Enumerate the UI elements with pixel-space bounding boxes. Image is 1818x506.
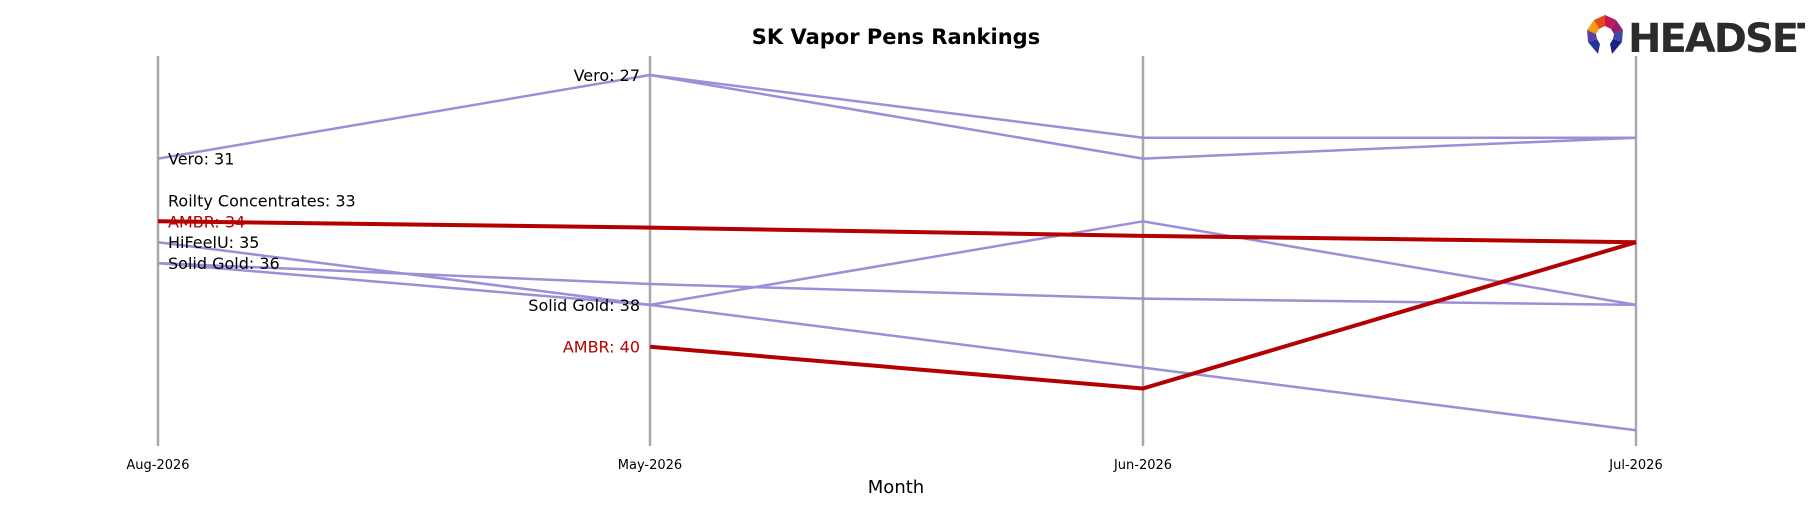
- headset-logo-icon: [1587, 15, 1623, 54]
- series-line-6: [157, 219, 1637, 245]
- data-label-2: AMBR: 34: [168, 212, 245, 231]
- x-tick-may-2026: May-2026: [618, 458, 682, 473]
- x-axis-label: Month: [868, 477, 924, 498]
- chart-title: SK Vapor Pens Rankings: [752, 25, 1040, 49]
- x-tick-aug-2026: Aug-2026: [126, 458, 189, 473]
- data-label-7: AMBR: 40: [563, 338, 640, 357]
- series-line-8: [157, 261, 1637, 307]
- series-line-5: [649, 73, 1636, 139]
- headset-logo-text: HEADSET: [1628, 16, 1805, 62]
- x-tick-jul-2026: Jul-2026: [1608, 458, 1662, 473]
- headset-logo: HEADSET: [1587, 15, 1805, 62]
- x-tick-labels: Aug-2026 May-2026 Jun-2026 Jul-2026: [126, 458, 1662, 473]
- data-label-6: Solid Gold: 38: [528, 296, 640, 315]
- data-label-3: HiFeelU: 35: [168, 233, 259, 252]
- series-line-vero: [157, 73, 1637, 160]
- series-lines: [157, 73, 1637, 432]
- data-label-0: Vero: 31: [168, 150, 234, 169]
- month-axes: [156, 56, 1638, 446]
- data-labels: Vero: 31 Roilty Concentrates: 33 AMBR: 34 H…: [168, 66, 640, 357]
- data-label-4: Solid Gold: 36: [168, 254, 280, 273]
- series-line-9: [649, 240, 1637, 391]
- series-line-solid-gold: [157, 220, 1637, 307]
- data-label-1: Roilty Concentrates: 33: [168, 191, 356, 210]
- series-line-7: [157, 240, 1637, 432]
- data-label-5: Vero: 27: [574, 66, 640, 85]
- x-tick-jun-2026: Jun-2026: [1113, 458, 1172, 473]
